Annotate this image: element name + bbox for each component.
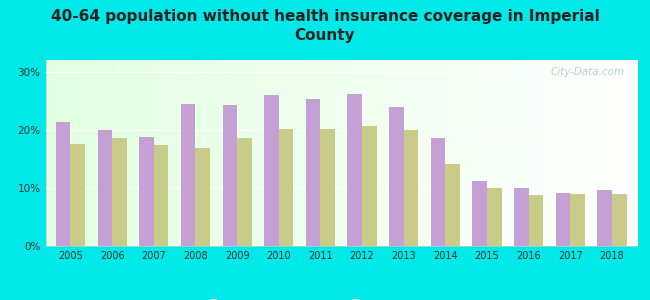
Bar (431, 138, 445, 246)
Bar (570, 194, 585, 246)
Bar (556, 193, 570, 246)
Bar (196, 148, 210, 246)
Bar (70, 144, 85, 246)
Legend: Imperial County, California average: Imperial County, California average (196, 296, 486, 300)
Bar (473, 181, 487, 246)
Bar (445, 164, 460, 246)
Bar (514, 188, 528, 246)
Bar (487, 188, 502, 246)
Bar (528, 195, 543, 246)
Bar (237, 138, 252, 246)
Bar (181, 103, 196, 246)
Bar (56, 122, 70, 246)
Bar (279, 129, 293, 246)
Bar (389, 106, 404, 246)
Bar (139, 137, 154, 246)
Text: City-Data.com: City-Data.com (551, 68, 625, 77)
Bar (612, 194, 627, 246)
Bar (222, 105, 237, 246)
Text: 40-64 population without health insurance coverage in Imperial
County: 40-64 population without health insuranc… (51, 9, 599, 43)
Bar (112, 138, 127, 246)
Bar (348, 94, 362, 246)
Bar (320, 129, 335, 246)
Bar (264, 95, 279, 246)
Bar (306, 99, 320, 246)
Bar (597, 190, 612, 246)
Bar (154, 146, 168, 246)
Bar (98, 130, 112, 246)
Bar (404, 130, 419, 246)
Bar (362, 126, 376, 246)
